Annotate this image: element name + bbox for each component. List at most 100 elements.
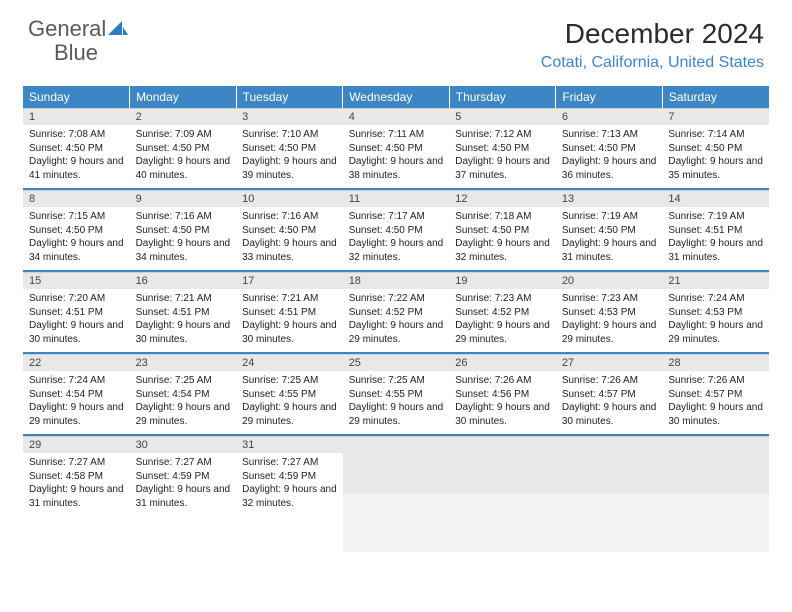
day-body: Sunrise: 7:21 AMSunset: 4:51 PMDaylight:…	[130, 289, 237, 352]
day-body: Sunrise: 7:17 AMSunset: 4:50 PMDaylight:…	[343, 207, 450, 270]
calendar-day-cell	[556, 435, 663, 552]
day-body: Sunrise: 7:26 AMSunset: 4:56 PMDaylight:…	[449, 371, 556, 434]
day-body: Sunrise: 7:22 AMSunset: 4:52 PMDaylight:…	[343, 289, 450, 352]
day-number: 22	[23, 354, 130, 371]
logo-word-2: Blue	[54, 40, 98, 65]
day-number: 26	[449, 354, 556, 371]
day-number: 11	[343, 190, 450, 207]
calendar-week-row: 22Sunrise: 7:24 AMSunset: 4:54 PMDayligh…	[23, 353, 769, 435]
logo-text: General Blue	[28, 18, 128, 65]
day-number-empty	[662, 436, 769, 494]
day-body: Sunrise: 7:14 AMSunset: 4:50 PMDaylight:…	[662, 125, 769, 188]
day-number: 31	[236, 436, 343, 453]
day-number: 5	[449, 108, 556, 125]
calendar-day-cell: 31Sunrise: 7:27 AMSunset: 4:59 PMDayligh…	[236, 435, 343, 552]
calendar-day-cell: 1Sunrise: 7:08 AMSunset: 4:50 PMDaylight…	[23, 108, 130, 189]
day-body: Sunrise: 7:27 AMSunset: 4:59 PMDaylight:…	[130, 453, 237, 516]
page-title: December 2024	[541, 18, 764, 50]
day-number-empty	[556, 436, 663, 494]
day-body: Sunrise: 7:16 AMSunset: 4:50 PMDaylight:…	[130, 207, 237, 270]
day-number: 14	[662, 190, 769, 207]
day-body: Sunrise: 7:19 AMSunset: 4:51 PMDaylight:…	[662, 207, 769, 270]
calendar-week-row: 15Sunrise: 7:20 AMSunset: 4:51 PMDayligh…	[23, 271, 769, 353]
calendar-day-cell: 21Sunrise: 7:24 AMSunset: 4:53 PMDayligh…	[662, 271, 769, 353]
day-body-empty	[556, 494, 663, 552]
day-body: Sunrise: 7:13 AMSunset: 4:50 PMDaylight:…	[556, 125, 663, 188]
day-body: Sunrise: 7:10 AMSunset: 4:50 PMDaylight:…	[236, 125, 343, 188]
calendar-day-cell	[343, 435, 450, 552]
day-number: 6	[556, 108, 663, 125]
day-body: Sunrise: 7:24 AMSunset: 4:54 PMDaylight:…	[23, 371, 130, 434]
calendar-day-cell: 22Sunrise: 7:24 AMSunset: 4:54 PMDayligh…	[23, 353, 130, 435]
calendar-day-cell: 20Sunrise: 7:23 AMSunset: 4:53 PMDayligh…	[556, 271, 663, 353]
weekday-header-row: SundayMondayTuesdayWednesdayThursdayFrid…	[23, 86, 769, 108]
calendar-day-cell: 5Sunrise: 7:12 AMSunset: 4:50 PMDaylight…	[449, 108, 556, 189]
calendar-day-cell	[449, 435, 556, 552]
calendar-day-cell: 23Sunrise: 7:25 AMSunset: 4:54 PMDayligh…	[130, 353, 237, 435]
day-body: Sunrise: 7:19 AMSunset: 4:50 PMDaylight:…	[556, 207, 663, 270]
title-block: December 2024 Cotati, California, United…	[541, 18, 764, 72]
day-number: 28	[662, 354, 769, 371]
day-body: Sunrise: 7:27 AMSunset: 4:59 PMDaylight:…	[236, 453, 343, 516]
calendar-day-cell: 29Sunrise: 7:27 AMSunset: 4:58 PMDayligh…	[23, 435, 130, 552]
calendar-day-cell: 10Sunrise: 7:16 AMSunset: 4:50 PMDayligh…	[236, 189, 343, 271]
day-body: Sunrise: 7:25 AMSunset: 4:54 PMDaylight:…	[130, 371, 237, 434]
day-number: 18	[343, 272, 450, 289]
day-number: 30	[130, 436, 237, 453]
header: General Blue December 2024 Cotati, Calif…	[0, 0, 792, 78]
logo-word-1: General	[28, 16, 106, 41]
calendar-day-cell: 27Sunrise: 7:26 AMSunset: 4:57 PMDayligh…	[556, 353, 663, 435]
calendar-day-cell: 13Sunrise: 7:19 AMSunset: 4:50 PMDayligh…	[556, 189, 663, 271]
weekday-header: Sunday	[23, 86, 130, 108]
day-body: Sunrise: 7:23 AMSunset: 4:53 PMDaylight:…	[556, 289, 663, 352]
logo-sail-icon	[108, 21, 128, 42]
day-number: 29	[23, 436, 130, 453]
day-number: 25	[343, 354, 450, 371]
day-number: 15	[23, 272, 130, 289]
day-number: 7	[662, 108, 769, 125]
day-number: 4	[343, 108, 450, 125]
calendar-week-row: 1Sunrise: 7:08 AMSunset: 4:50 PMDaylight…	[23, 108, 769, 189]
weekday-header: Wednesday	[343, 86, 450, 108]
day-body: Sunrise: 7:21 AMSunset: 4:51 PMDaylight:…	[236, 289, 343, 352]
day-body: Sunrise: 7:18 AMSunset: 4:50 PMDaylight:…	[449, 207, 556, 270]
calendar-week-row: 29Sunrise: 7:27 AMSunset: 4:58 PMDayligh…	[23, 435, 769, 552]
calendar-day-cell: 28Sunrise: 7:26 AMSunset: 4:57 PMDayligh…	[662, 353, 769, 435]
day-body: Sunrise: 7:26 AMSunset: 4:57 PMDaylight:…	[556, 371, 663, 434]
day-number: 16	[130, 272, 237, 289]
day-body: Sunrise: 7:25 AMSunset: 4:55 PMDaylight:…	[343, 371, 450, 434]
day-number: 3	[236, 108, 343, 125]
calendar-day-cell: 7Sunrise: 7:14 AMSunset: 4:50 PMDaylight…	[662, 108, 769, 189]
calendar-day-cell	[662, 435, 769, 552]
day-number: 21	[662, 272, 769, 289]
day-number-empty	[449, 436, 556, 494]
day-number: 8	[23, 190, 130, 207]
day-body: Sunrise: 7:12 AMSunset: 4:50 PMDaylight:…	[449, 125, 556, 188]
day-body: Sunrise: 7:26 AMSunset: 4:57 PMDaylight:…	[662, 371, 769, 434]
day-number: 27	[556, 354, 663, 371]
calendar-day-cell: 25Sunrise: 7:25 AMSunset: 4:55 PMDayligh…	[343, 353, 450, 435]
day-number: 12	[449, 190, 556, 207]
location: Cotati, California, United States	[541, 54, 764, 72]
weekday-header: Friday	[556, 86, 663, 108]
calendar-day-cell: 8Sunrise: 7:15 AMSunset: 4:50 PMDaylight…	[23, 189, 130, 271]
day-number: 17	[236, 272, 343, 289]
day-body: Sunrise: 7:20 AMSunset: 4:51 PMDaylight:…	[23, 289, 130, 352]
day-number-empty	[343, 436, 450, 494]
calendar-day-cell: 24Sunrise: 7:25 AMSunset: 4:55 PMDayligh…	[236, 353, 343, 435]
calendar-day-cell: 18Sunrise: 7:22 AMSunset: 4:52 PMDayligh…	[343, 271, 450, 353]
day-body-empty	[449, 494, 556, 552]
weekday-header: Tuesday	[236, 86, 343, 108]
calendar-table: SundayMondayTuesdayWednesdayThursdayFrid…	[23, 86, 769, 552]
day-body: Sunrise: 7:23 AMSunset: 4:52 PMDaylight:…	[449, 289, 556, 352]
day-body: Sunrise: 7:27 AMSunset: 4:58 PMDaylight:…	[23, 453, 130, 516]
calendar-day-cell: 15Sunrise: 7:20 AMSunset: 4:51 PMDayligh…	[23, 271, 130, 353]
day-body: Sunrise: 7:25 AMSunset: 4:55 PMDaylight:…	[236, 371, 343, 434]
day-body: Sunrise: 7:16 AMSunset: 4:50 PMDaylight:…	[236, 207, 343, 270]
calendar-day-cell: 26Sunrise: 7:26 AMSunset: 4:56 PMDayligh…	[449, 353, 556, 435]
calendar-day-cell: 11Sunrise: 7:17 AMSunset: 4:50 PMDayligh…	[343, 189, 450, 271]
calendar-day-cell: 17Sunrise: 7:21 AMSunset: 4:51 PMDayligh…	[236, 271, 343, 353]
day-number: 24	[236, 354, 343, 371]
day-number: 20	[556, 272, 663, 289]
day-number: 10	[236, 190, 343, 207]
